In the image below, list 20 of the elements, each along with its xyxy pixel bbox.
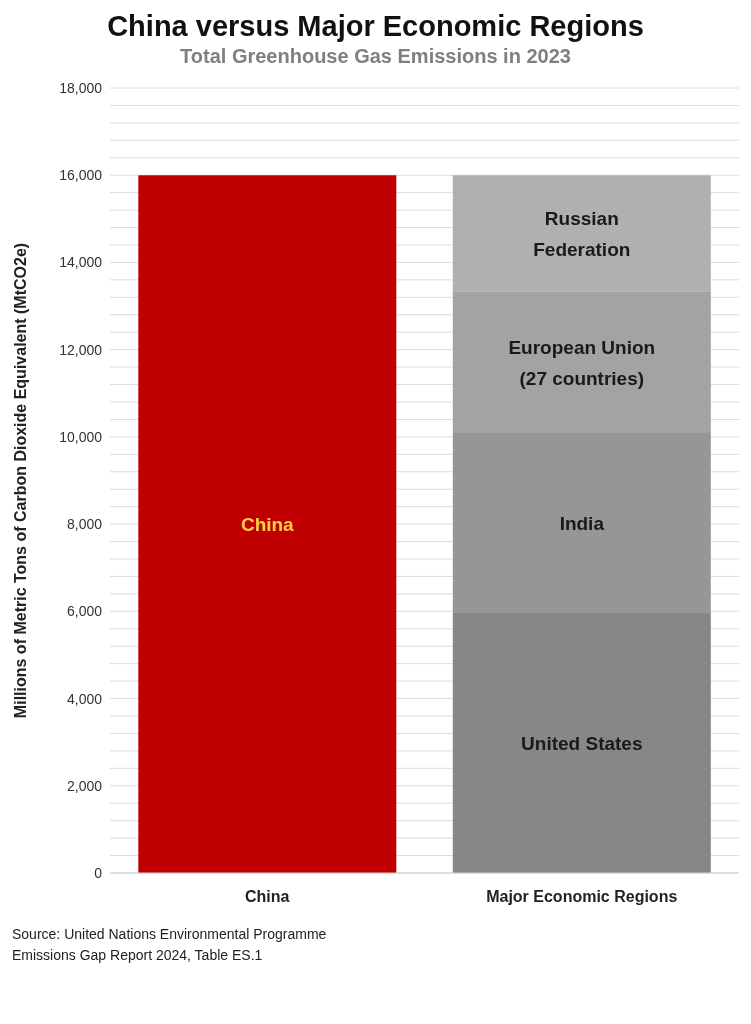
series-label: India (559, 512, 605, 534)
y-tick-label: 18,000 (59, 79, 103, 96)
y-tick-label: 6,000 (66, 603, 103, 620)
chart-title: China versus Major Economic Regions (106, 10, 645, 43)
y-tick-label: 0 (94, 864, 103, 881)
y-tick-label: 4,000 (66, 690, 103, 707)
y-tick-label: 12,000 (59, 341, 103, 358)
source-note: Source: United Nations Environmental Programme Emissions Gap Report 2024, Table ES.1 (12, 925, 328, 965)
x-tick-label: Major Economic Regions (486, 888, 678, 906)
y-tick-label: 14,000 (59, 254, 103, 271)
chart-subtitle: Total Greenhouse Gas Emissions in 2023 (179, 45, 572, 68)
series-label: China (240, 513, 295, 535)
y-tick-label: 8,000 (66, 516, 103, 533)
series-label: European Union (27 countries) (508, 336, 656, 389)
y-tick-label: 2,000 (66, 777, 103, 794)
y-axis-title: Millions of Metric Tons of Carbon Dioxide Equivalent (MtCO2e) (11, 242, 29, 719)
y-tick-label: 16,000 (59, 167, 103, 184)
y-tick-label: 10,000 (59, 428, 103, 445)
series-label: Russian Federation (533, 207, 631, 260)
series-label: United States (521, 732, 643, 754)
